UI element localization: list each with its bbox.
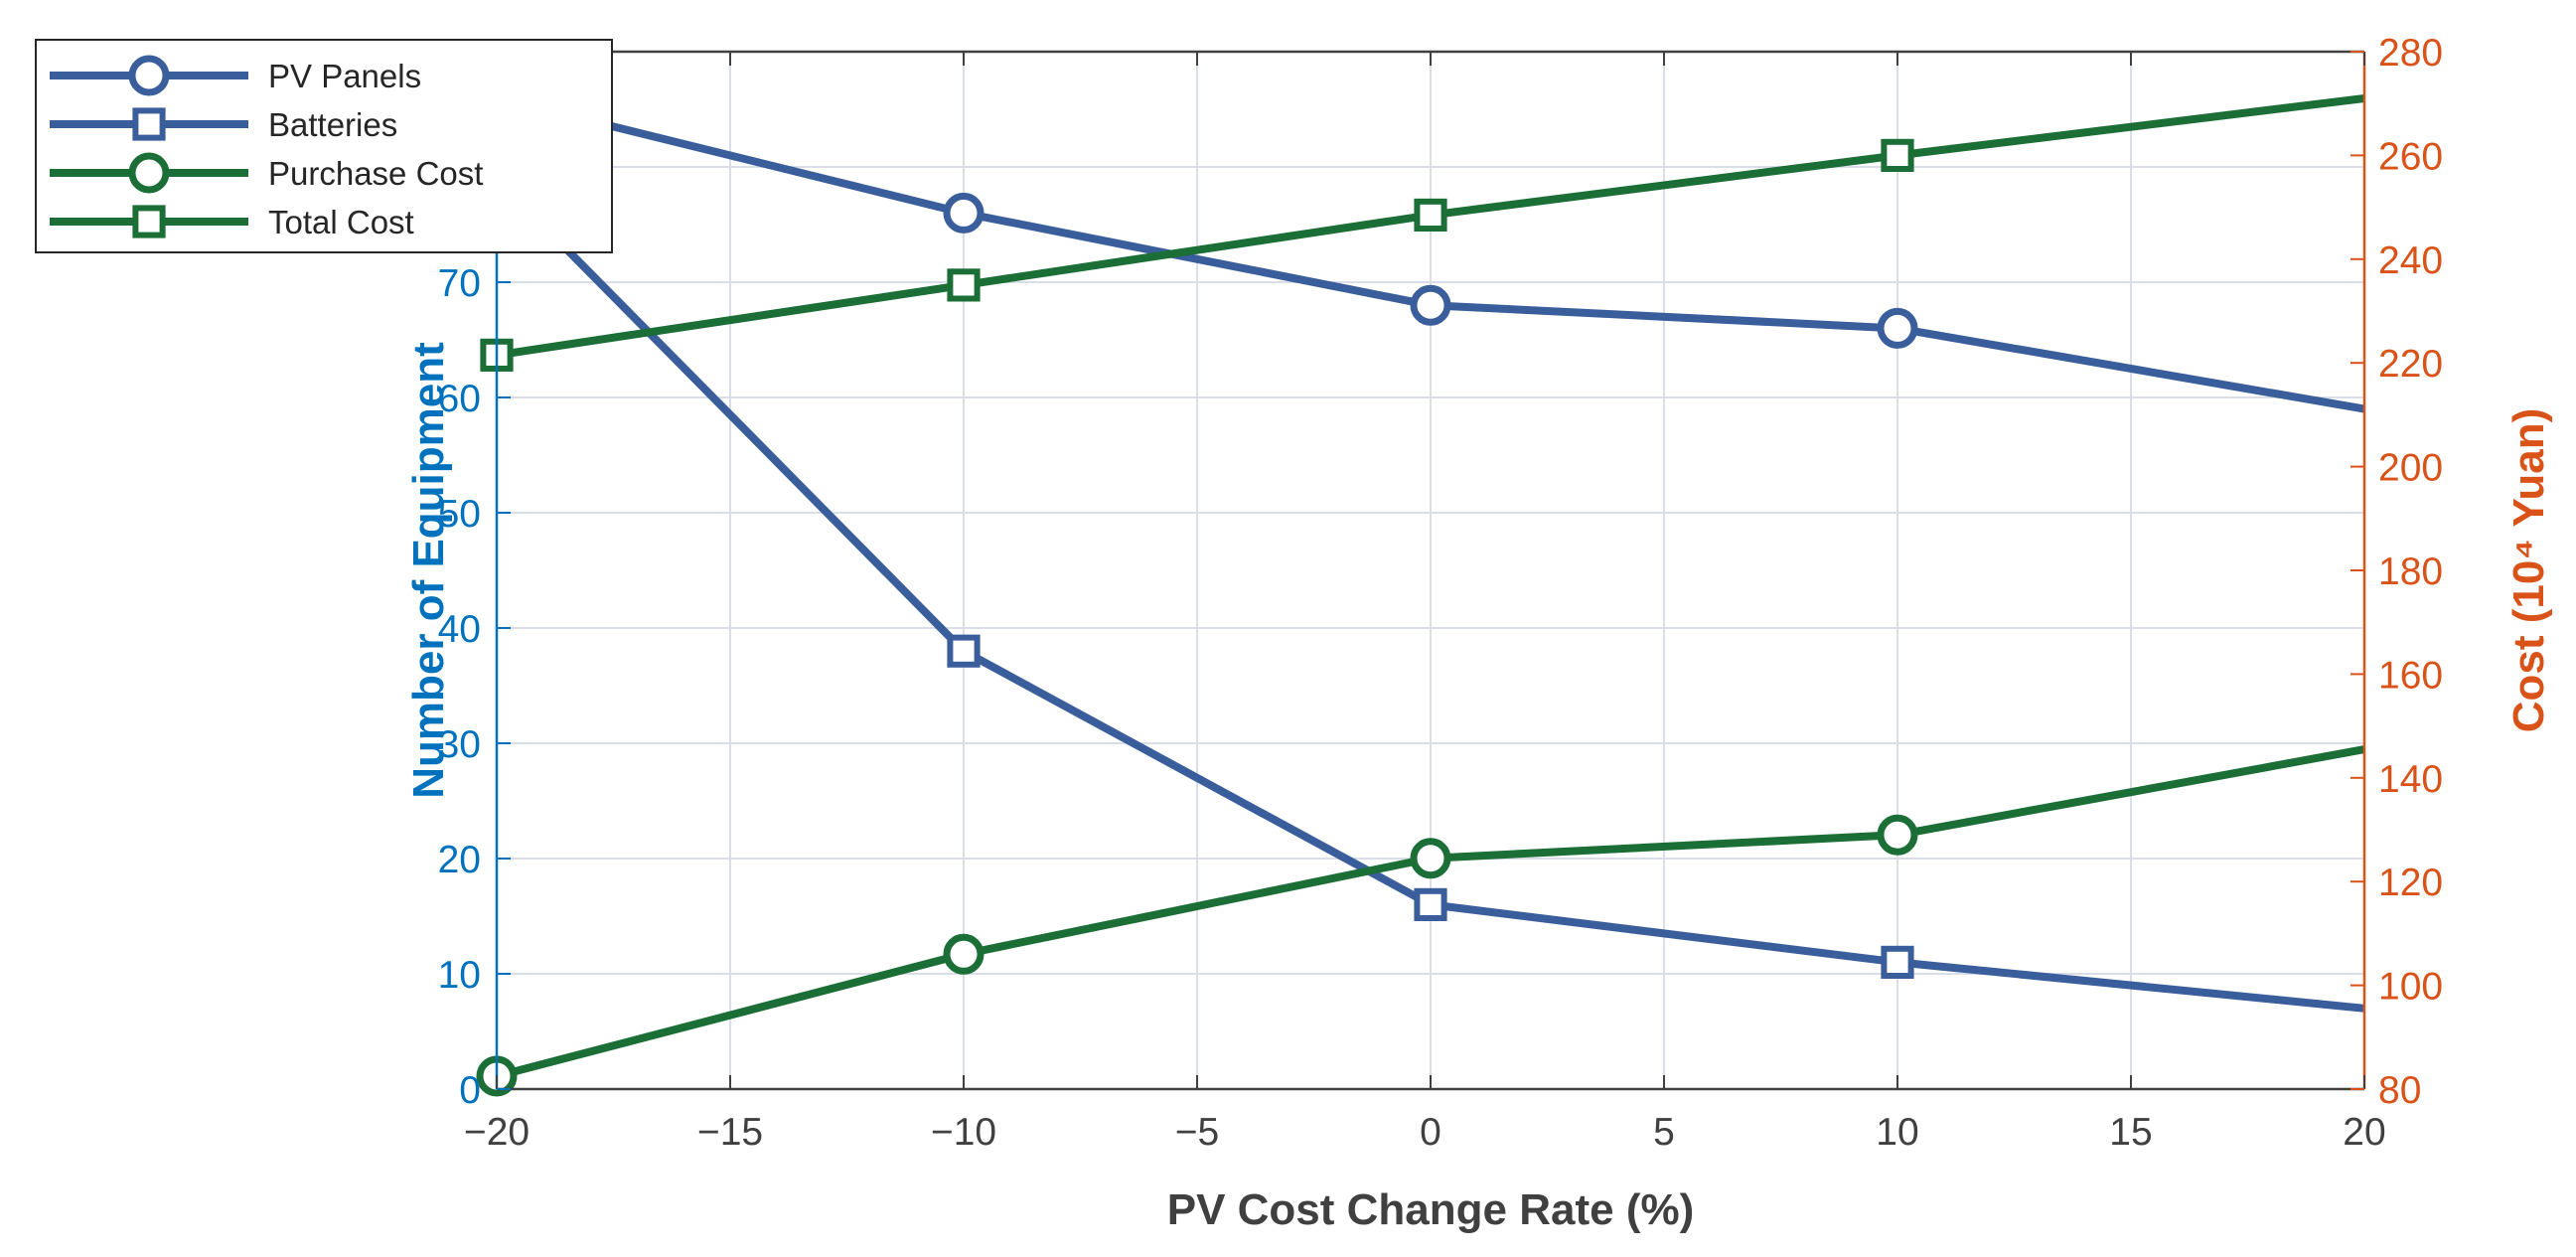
y-right-tick-label: 160 <box>2378 654 2443 697</box>
data-point-batteries <box>1414 887 1447 921</box>
y-right-tick-label: 220 <box>2378 343 2443 386</box>
legend-label-total-cost: Total Cost <box>268 204 414 240</box>
data-point-total-cost <box>1881 138 1914 173</box>
tick-labels: −20−15−10−505101520010203040506070809080… <box>438 32 2443 1154</box>
x-tick-label: −15 <box>697 1111 763 1154</box>
data-point-purchase-cost <box>1410 838 1451 879</box>
data-point-batteries <box>1881 945 1914 979</box>
data-point-pv-panels <box>1877 307 1918 349</box>
legend-marker-pv-panels <box>128 55 170 96</box>
legend: PV Panels Batteries Purchase Cost Total Cos… <box>35 39 613 253</box>
x-tick-label: −20 <box>464 1111 530 1154</box>
legend-marker-total-cost <box>132 205 166 238</box>
data-point-pv-panels <box>1410 284 1451 326</box>
y-right-tick-label: 260 <box>2378 135 2443 178</box>
data-point-total-cost <box>947 268 981 302</box>
y-left-tick-label: 10 <box>438 954 481 997</box>
legend-label-batteries: Batteries <box>268 106 397 143</box>
data-point-pv-panels <box>943 192 985 234</box>
y-left-tick-label: 20 <box>438 839 481 881</box>
x-tick-label: 10 <box>1876 1111 1918 1154</box>
y-right-tick-label: 140 <box>2378 758 2443 801</box>
x-tick-label: 0 <box>1420 1111 1441 1154</box>
x-tick-label: 20 <box>2343 1111 2385 1154</box>
series-group <box>476 77 2365 1097</box>
legend-marker-purchase-cost <box>128 152 170 194</box>
data-point-total-cost <box>1414 198 1447 233</box>
y-right-tick-label: 280 <box>2378 32 2443 75</box>
y-axis-right-label: Cost (10⁴ Yuan) <box>2504 408 2553 733</box>
y-left-tick-label: 60 <box>438 378 481 420</box>
y-right-tick-label: 80 <box>2378 1069 2421 1112</box>
y-right-tick-label: 240 <box>2378 239 2443 282</box>
y-right-tick-label: 200 <box>2378 447 2443 490</box>
y-left-tick-label: 0 <box>459 1069 481 1112</box>
legend-label-pv-panels: PV Panels <box>268 58 421 94</box>
legend-label-purchase-cost: Purchase Cost <box>268 155 483 192</box>
x-tick-label: −10 <box>931 1111 996 1154</box>
axes <box>495 50 2366 1091</box>
x-tick-label: 5 <box>1653 1111 1675 1154</box>
y-right-tick-label: 120 <box>2378 862 2443 904</box>
y-right-tick-label: 180 <box>2378 550 2443 593</box>
grid-lines <box>496 51 2365 1090</box>
y-left-tick-label: 50 <box>438 493 481 536</box>
data-point-batteries <box>947 634 981 668</box>
y-left-tick-label: 70 <box>438 262 481 305</box>
data-point-purchase-cost <box>943 933 985 975</box>
x-axis-label: PV Cost Change Rate (%) <box>1167 1185 1695 1234</box>
data-point-purchase-cost <box>1877 814 1918 856</box>
y-axis-left-label: Number of Equipment <box>404 342 453 799</box>
x-tick-label: −5 <box>1175 1111 1219 1154</box>
legend-marker-batteries <box>132 107 166 141</box>
y-right-tick-label: 100 <box>2378 966 2443 1009</box>
y-left-tick-label: 30 <box>438 723 481 766</box>
y-left-tick-label: 40 <box>438 608 481 651</box>
x-tick-label: 15 <box>2109 1111 2152 1154</box>
